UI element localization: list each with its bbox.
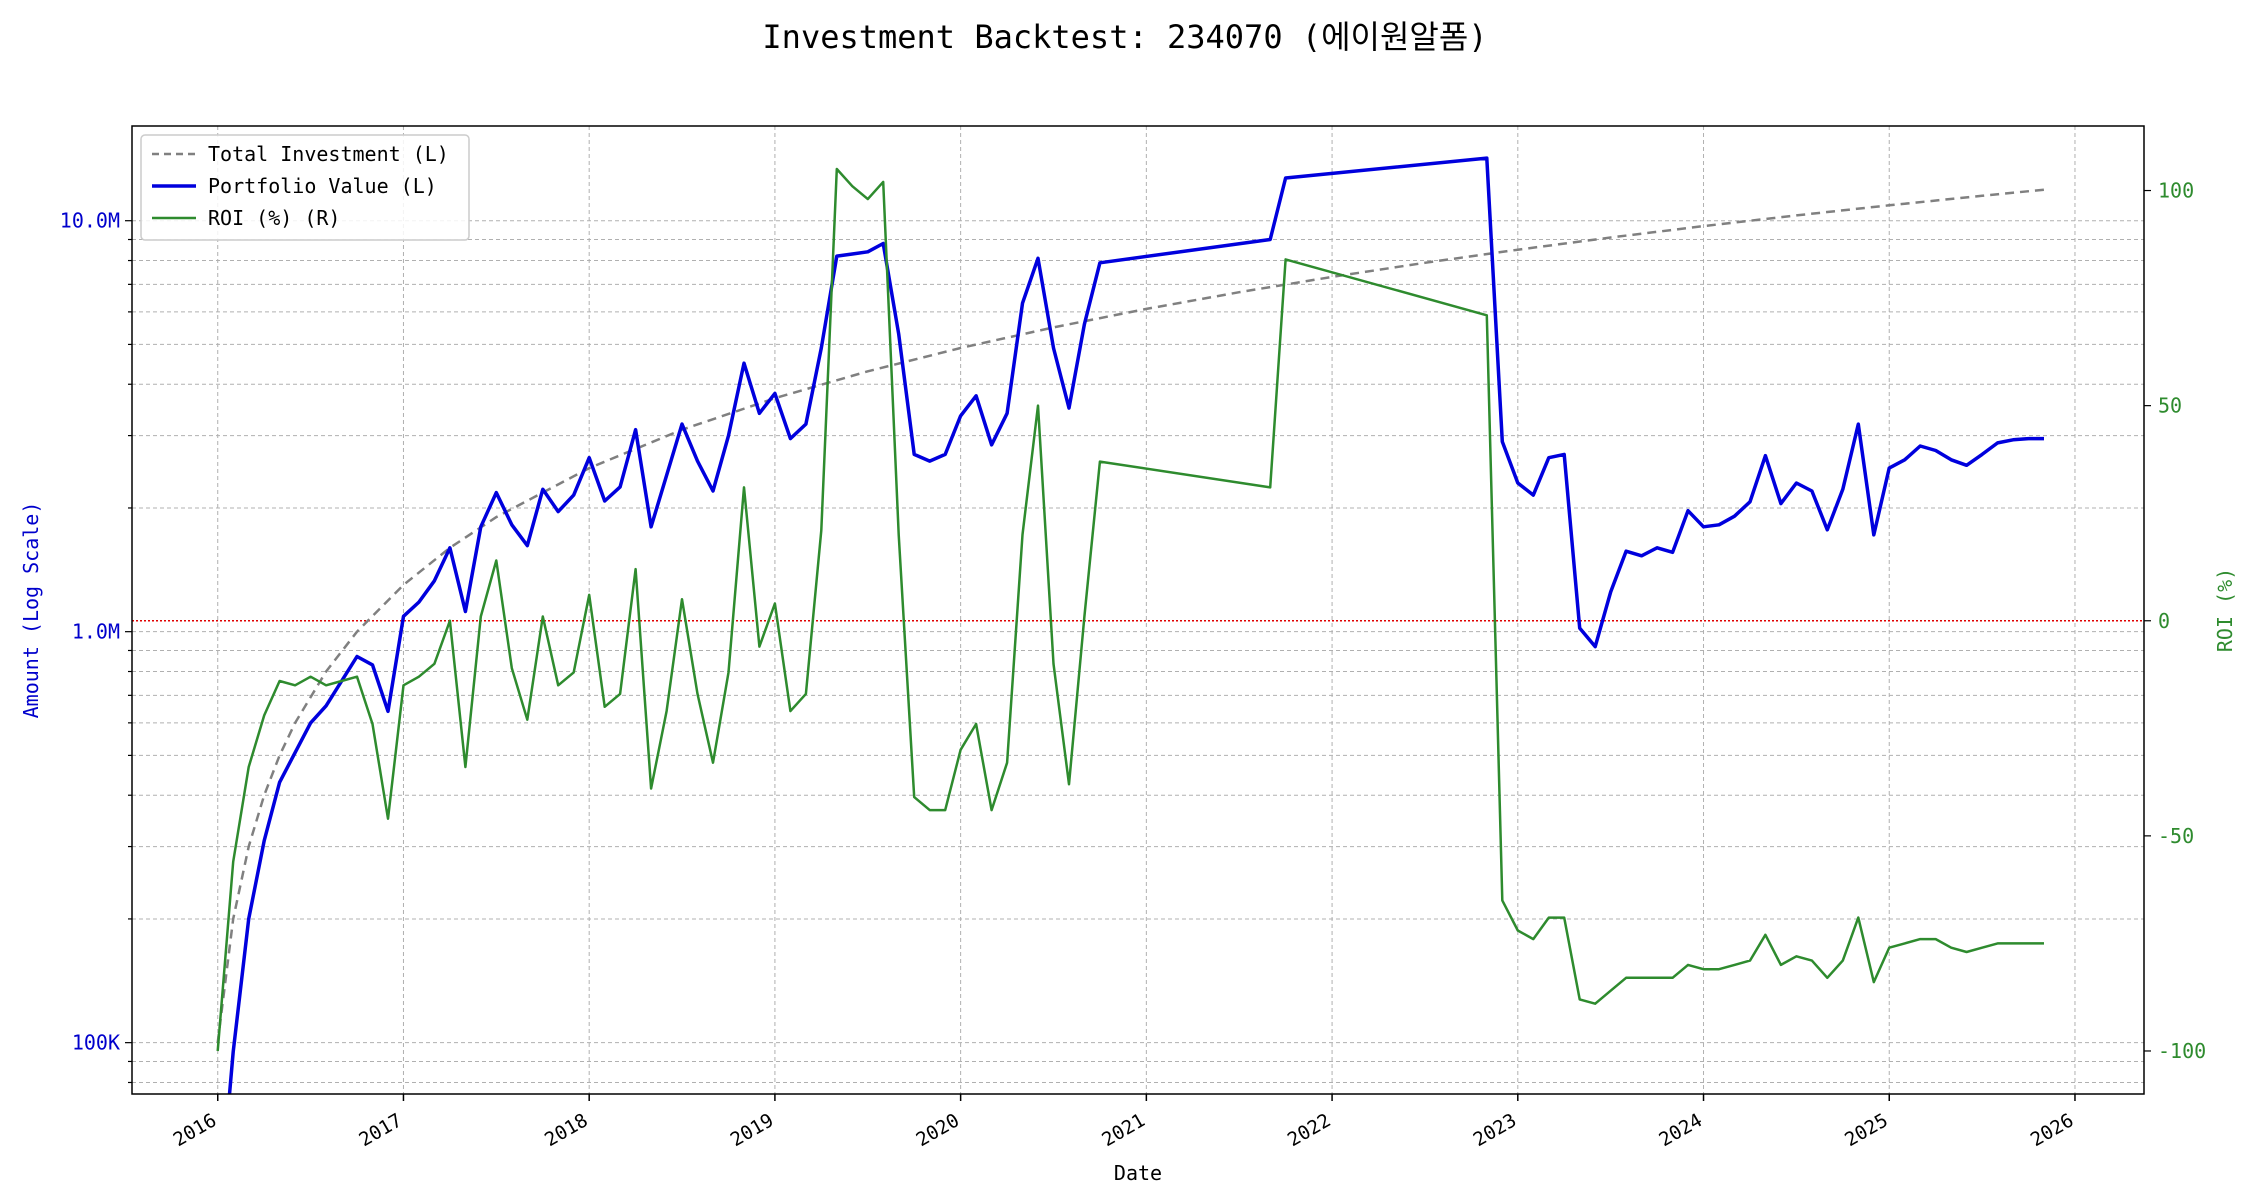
series-lines — [216, 156, 2045, 1094]
roi-line — [216, 167, 2044, 1052]
y-axis-left-label: Amount (Log Scale) — [19, 502, 43, 719]
x-tick-label: 2020 — [912, 1109, 963, 1151]
chart-title: Investment Backtest: 234070 (에이원알폼) — [762, 18, 1487, 56]
x-axis-label: Date — [1114, 1161, 1162, 1185]
x-tick-label: 2026 — [2027, 1109, 2078, 1151]
x-tick-label: 2021 — [1098, 1109, 1149, 1151]
plot-frame — [131, 125, 2145, 1095]
y-right-tick-label: -50 — [2158, 824, 2194, 848]
axes: 2016 2017 2018 2019 2020 2021 2022 2023 2024 2025… — [60, 179, 2206, 1152]
legend-roi-label: ROI (%) (R) — [208, 206, 340, 230]
x-tick-label: 2022 — [1284, 1109, 1335, 1151]
total-investment-line — [216, 188, 2045, 1043]
y-left-tick-label: 1.0M — [72, 620, 120, 644]
portfolio-value-line — [227, 156, 2044, 1094]
x-tick-label: 2023 — [1470, 1109, 1521, 1151]
y-right-tick-label: -100 — [2158, 1039, 2206, 1063]
legend-portfolio-value-label: Portfolio Value (L) — [208, 174, 437, 198]
y-axis-right-label: ROI (%) — [2213, 568, 2237, 652]
x-tick-label: 2016 — [170, 1109, 221, 1151]
x-tick-label: 2024 — [1655, 1109, 1706, 1151]
y-right-tick-label: 50 — [2158, 394, 2182, 418]
legend-box — [140, 134, 470, 241]
x-tick-label: 2019 — [727, 1109, 778, 1151]
y-left-tick-label: 10.0M — [60, 209, 120, 233]
y-right-tick-label: 100 — [2158, 179, 2194, 203]
legend-total-investment-label: Total Investment (L) — [208, 142, 449, 166]
y-left-tick-label: 100K — [72, 1031, 120, 1055]
legend: Total Investment (L) Portfolio Value (L) R… — [140, 134, 470, 241]
x-tick-label: 2017 — [355, 1109, 406, 1151]
x-tick-label: 2018 — [541, 1109, 592, 1151]
y-right-tick-label: 0 — [2158, 609, 2170, 633]
grid-lines — [132, 126, 2144, 1094]
x-tick-label: 2025 — [1841, 1109, 1892, 1151]
